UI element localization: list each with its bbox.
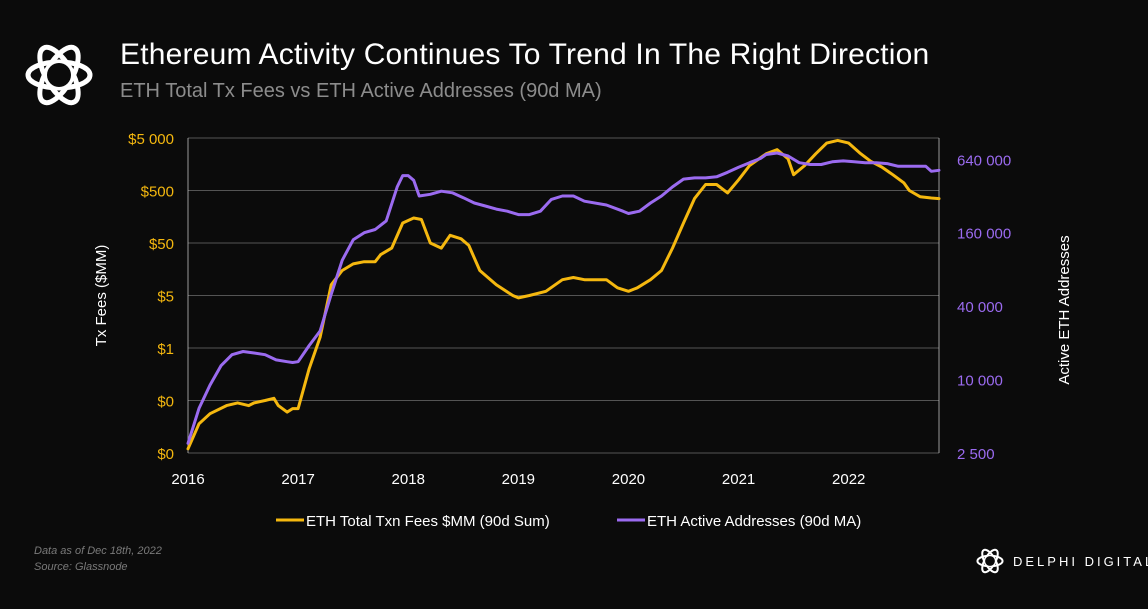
y-right-tick-label: 640 000: [957, 152, 1011, 169]
series-line-addresses: [186, 151, 941, 445]
y-left-tick-label: $0: [157, 446, 174, 463]
delphi-small-knot-icon: [976, 548, 1004, 574]
legend-label: ETH Total Txn Fees $MM (90d Sum): [306, 513, 550, 530]
y-right-tick-label: 10 000: [957, 373, 1003, 390]
brand-mark: DELPHI DIGITAL: [975, 545, 1148, 577]
y-right-tick-label: 160 000: [957, 226, 1011, 243]
x-tick-label: 2018: [392, 471, 425, 488]
y-left-tick-label: $5: [157, 289, 174, 306]
footnote-data-date: Data as of Dec 18th, 2022: [34, 545, 162, 557]
brand-name: DELPHI DIGITAL: [1013, 553, 1148, 569]
page-subtitle: ETH Total Tx Fees vs ETH Active Addresse…: [120, 80, 602, 102]
y-left-axis-title: Tx Fees ($MM): [93, 245, 110, 347]
y-right-tick-label: 2 500: [957, 446, 995, 463]
y-left-tick-label: $50: [149, 236, 174, 253]
x-tick-label: 2021: [722, 471, 755, 488]
y-left-tick-label: $5 000: [128, 131, 174, 148]
y-left-tick-label: $500: [141, 184, 174, 201]
page-title: Ethereum Activity Continues To Trend In …: [120, 38, 930, 71]
y-left-tick-label: $0: [157, 394, 174, 411]
x-tick-label: 2022: [832, 471, 865, 488]
legend-label: ETH Active Addresses (90d MA): [647, 513, 861, 530]
x-tick-label: 2016: [171, 471, 204, 488]
series-line-fees: [186, 138, 941, 451]
delphi-knot-icon: [25, 44, 93, 106]
y-right-axis-title: Active ETH Addresses: [1056, 235, 1073, 384]
x-tick-label: 2019: [502, 471, 535, 488]
x-tick-label: 2020: [612, 471, 645, 488]
footnote-source: Source: Glassnode: [34, 561, 128, 573]
x-tick-label: 2017: [281, 471, 314, 488]
y-right-tick-label: 40 000: [957, 299, 1003, 316]
y-left-tick-label: $1: [157, 341, 174, 358]
